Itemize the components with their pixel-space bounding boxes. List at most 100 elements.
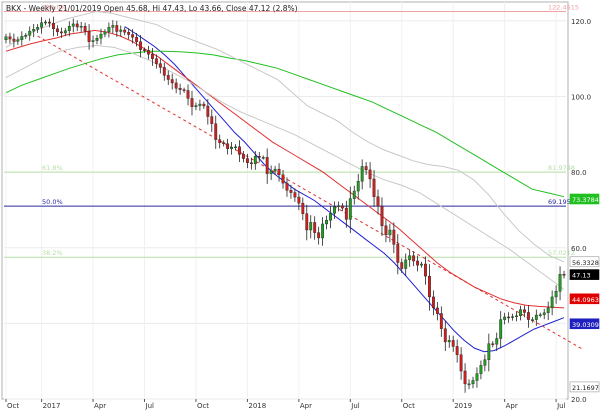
x-tick-label: Oct <box>7 402 19 410</box>
price-tag-box <box>569 293 600 305</box>
candle-body <box>32 29 36 32</box>
candle-body <box>534 314 538 320</box>
price-tag-layer: 56.3328 47.13 44.0963 39.0309 21.1697 73.3784 <box>569 193 600 393</box>
price-tag: 39.0309 <box>569 318 600 330</box>
y-tick-label: 20.0 <box>571 396 587 404</box>
candle-body <box>344 207 348 220</box>
candle-body <box>249 162 253 165</box>
candle-body <box>360 166 364 182</box>
candle-body <box>170 79 174 84</box>
candle-body <box>174 82 178 89</box>
candle-body <box>273 168 277 172</box>
candle-body <box>511 316 514 318</box>
candle-body <box>261 157 265 159</box>
candle-body <box>4 36 8 41</box>
candle-body <box>56 28 59 33</box>
candle-body <box>281 174 285 184</box>
candle-body <box>24 35 28 37</box>
candle-body <box>396 244 400 263</box>
candle-body <box>542 312 546 315</box>
candle-body <box>420 263 423 266</box>
candle-body <box>59 31 63 34</box>
candle-body <box>412 255 416 262</box>
trendline <box>37 35 585 351</box>
candle-body <box>16 39 20 42</box>
price-tag-label: 47.13 <box>572 272 591 280</box>
price-tag-box <box>569 318 600 330</box>
candle-body <box>404 259 408 269</box>
candle-body <box>178 88 182 90</box>
x-tick-label: Apr <box>94 402 106 410</box>
fibonacci-price-label: 57.0212 <box>548 249 575 257</box>
fibonacci-price-label: 122.4515 <box>548 3 579 11</box>
x-tick-label: Apr <box>300 402 312 410</box>
candle-body <box>107 27 111 33</box>
x-tick-label: Apr <box>506 402 518 410</box>
candle-body <box>147 50 150 55</box>
candle-body <box>214 123 218 140</box>
candle-body <box>340 205 344 209</box>
candle-body <box>356 181 360 192</box>
candle-body <box>139 41 142 50</box>
candle-body <box>309 222 313 231</box>
fibonacci-level-label: 50.0% <box>42 198 63 206</box>
candle-body <box>131 34 135 38</box>
candle-body <box>400 262 404 269</box>
price-tag-label: 39.0309 <box>572 321 599 329</box>
y-tick-label: 100.0 <box>571 94 591 102</box>
candle-body <box>230 146 233 149</box>
candle-body <box>226 143 230 149</box>
candle-body <box>79 25 83 28</box>
candle-body <box>499 319 503 339</box>
candle-body <box>459 354 463 372</box>
candle-body <box>364 166 368 171</box>
candle-body <box>48 21 51 24</box>
candle-body <box>198 103 202 106</box>
fibonacci-level-label: 61.8% <box>42 164 63 172</box>
candle-body <box>313 222 317 233</box>
x-tick-label: 2017 <box>43 402 61 410</box>
candle-body <box>455 346 459 355</box>
candle-body <box>558 274 562 292</box>
candle-body <box>451 340 455 347</box>
candle-body <box>416 260 420 266</box>
candle-body <box>154 58 158 64</box>
candle-body <box>83 25 87 32</box>
candle-body <box>52 22 55 30</box>
candle-body <box>515 315 518 318</box>
band-lower-line <box>5 44 565 290</box>
candle-body <box>67 25 71 31</box>
fibonacci-level-label: 100.0% <box>42 3 67 11</box>
candle-body <box>222 142 226 144</box>
candle-body <box>523 309 526 313</box>
candle-body <box>526 312 530 320</box>
price-tag-label: 73.3784 <box>572 196 599 204</box>
candle-body <box>471 380 475 385</box>
candle-body <box>44 21 47 24</box>
candle-body <box>503 316 507 320</box>
candle-body <box>428 275 431 298</box>
price-tag-box <box>569 381 600 393</box>
candle-body <box>424 263 427 277</box>
price-tag: 56.3328 <box>569 256 600 268</box>
candle-body <box>317 232 321 239</box>
candle-body <box>483 359 487 366</box>
candle-body <box>348 198 352 220</box>
candle-body <box>554 291 558 298</box>
candle-body <box>467 383 471 386</box>
candle-body <box>135 36 139 42</box>
fibonacci-price-label: 81.9748 <box>548 164 575 172</box>
candle-body <box>305 213 309 231</box>
candle-body <box>242 154 245 159</box>
candle-body <box>352 190 356 199</box>
x-tick-label: Jul <box>145 402 155 410</box>
ma-green-line <box>5 50 565 198</box>
candle-body <box>8 36 12 40</box>
candle-body <box>431 296 435 309</box>
candle-body <box>333 206 336 214</box>
candle-body <box>285 182 289 191</box>
candle-body <box>186 90 190 99</box>
candle-body <box>162 67 166 76</box>
candle-body <box>127 32 131 35</box>
